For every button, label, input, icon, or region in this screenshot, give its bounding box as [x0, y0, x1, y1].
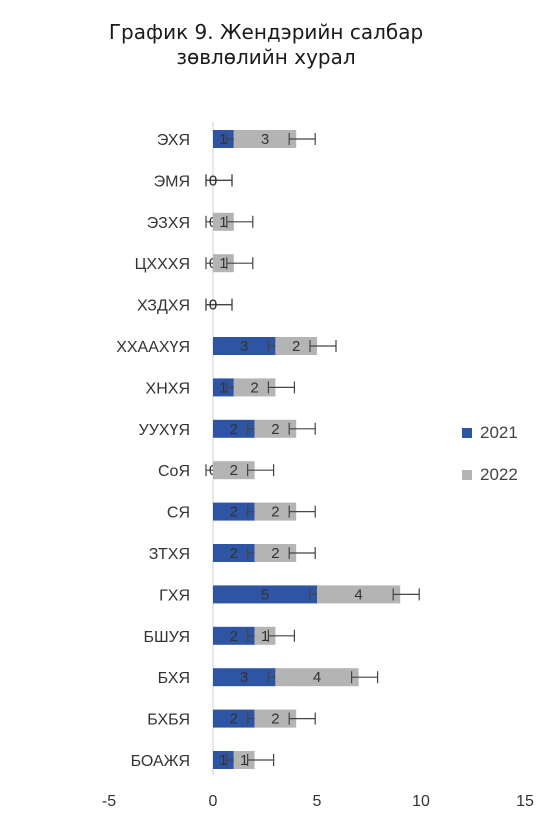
bar-2021 [213, 419, 255, 438]
x-tick-label: 5 [313, 793, 322, 810]
bar-2021 [213, 378, 234, 397]
bar-2021 [213, 502, 255, 521]
bar-2021 [213, 751, 234, 769]
x-tick-label: 15 [516, 793, 534, 810]
bar-2021 [213, 337, 276, 355]
bar-2022 [233, 751, 255, 769]
category-label: БХБЯ [147, 712, 190, 729]
data-label-2022: 4 [354, 586, 362, 603]
category-label: УУХҮЯ [139, 422, 190, 439]
data-label-2022: 2 [292, 338, 300, 355]
data-label-2021: 5 [261, 586, 269, 603]
category-label: ЭЗХЯ [147, 215, 190, 232]
bar-2021 [213, 585, 317, 604]
data-label-2021: 2 [230, 628, 238, 645]
category-label: ЗТХЯ [149, 546, 190, 563]
chart-title: График 9. Жендэрийн салбар зөвлөлийн хур… [96, 20, 436, 70]
legend-item-2022: 2022 [462, 464, 518, 486]
bar-2022 [317, 585, 401, 604]
bar-2022 [254, 626, 276, 645]
bar-2022 [254, 502, 297, 521]
data-label-2021: 1 [219, 752, 227, 769]
bar-2022 [233, 378, 276, 397]
data-label-2021: 2 [230, 504, 238, 521]
category-label: ХНХЯ [146, 380, 190, 397]
data-label-2021: 2 [230, 711, 238, 728]
data-label-2021: 3 [240, 338, 248, 355]
data-label-2022: 2 [271, 421, 279, 438]
data-label-2021: 1 [219, 131, 227, 148]
category-label: ХЗДХЯ [137, 298, 190, 315]
data-label-2022: 2 [271, 711, 279, 728]
category-label: БШУЯ [143, 629, 190, 646]
x-tick-label: 10 [412, 793, 430, 810]
bar-2021 [213, 130, 234, 148]
data-label-2022: 2 [271, 545, 279, 562]
bar-2022 [275, 668, 359, 687]
category-label: БОАЖЯ [131, 753, 190, 770]
bar-2021 [213, 709, 255, 728]
category-label: ХХААХҮЯ [116, 339, 190, 356]
bar-2022 [233, 130, 297, 148]
data-label-2022: 1 [219, 255, 227, 272]
data-label-2022: 1 [240, 752, 248, 769]
data-label-2022: 2 [271, 504, 279, 521]
bar-2021 [213, 668, 276, 687]
bar-2021 [213, 626, 255, 645]
data-label-2022: 2 [230, 462, 238, 479]
data-label-2021: 1 [219, 379, 227, 396]
data-label-2021: 2 [230, 421, 238, 438]
bar-2022 [254, 419, 297, 438]
data-label-2022: 0 [209, 172, 217, 189]
category-label: СЯ [167, 505, 190, 522]
category-label: СоЯ [158, 463, 190, 480]
legend-swatch-2022 [462, 470, 472, 480]
bar-2022 [254, 544, 297, 562]
category-label: ГХЯ [159, 587, 190, 604]
data-label-2021: 2 [230, 545, 238, 562]
category-label: ЭХЯ [157, 132, 190, 149]
data-label-2021: 3 [240, 669, 248, 686]
category-label: БХЯ [158, 670, 190, 687]
data-label-2022: 1 [261, 628, 269, 645]
data-label-2022: 4 [313, 669, 321, 686]
bar-2022 [275, 337, 317, 355]
legend-label-2021: 2021 [480, 423, 518, 442]
category-label: ЦХХХЯ [135, 256, 190, 273]
bar-2021 [213, 544, 255, 562]
chart-title-line-1: График 9. Жендэрийн салбар [108, 20, 424, 44]
bar-2022 [213, 212, 234, 231]
legend-swatch-2021 [462, 428, 472, 438]
data-label-2022: 0 [209, 297, 217, 314]
data-label-2022: 3 [261, 131, 269, 148]
chart-title-line-2: зөвлөлийн хурал [176, 45, 356, 69]
data-label-2022: 2 [250, 379, 258, 396]
x-tick-label: -5 [102, 793, 116, 810]
legend-item-2021: 2021 [462, 422, 518, 444]
bar-2022 [213, 461, 255, 480]
bar-2022 [254, 709, 297, 728]
bar-2022 [213, 254, 234, 273]
legend-label-2022: 2022 [480, 465, 518, 484]
data-label-2022: 1 [219, 214, 227, 231]
chart-legend: 2021 2022 [462, 422, 518, 506]
x-tick-label: 0 [209, 793, 218, 810]
category-label: ЭМЯ [154, 173, 190, 190]
